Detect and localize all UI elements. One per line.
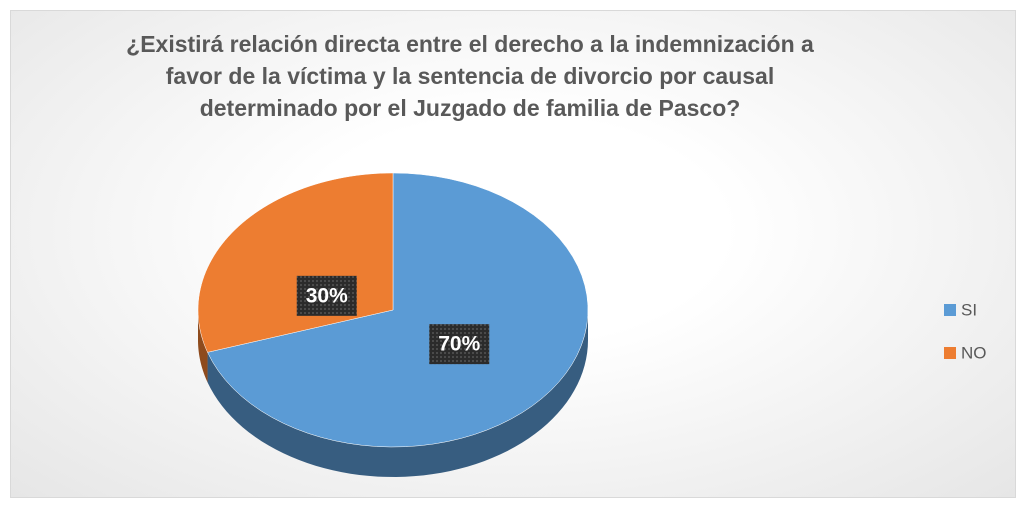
slice	[207, 172, 589, 448]
data-label-text: 30%	[306, 284, 348, 307]
data-label-box	[429, 324, 490, 365]
slice-side	[207, 310, 588, 477]
legend-label: NO	[961, 343, 987, 362]
slice-side	[198, 310, 208, 383]
data-label-box	[296, 275, 357, 316]
data-label: 30%	[296, 275, 357, 316]
legend-swatch	[944, 347, 956, 359]
legend-swatch	[944, 304, 956, 316]
data-label-text: 70%	[438, 333, 480, 356]
chart-title: ¿Existirá relación directa entre el dere…	[126, 31, 814, 121]
legend-label: SI	[961, 300, 977, 319]
data-label: 70%	[429, 324, 490, 365]
